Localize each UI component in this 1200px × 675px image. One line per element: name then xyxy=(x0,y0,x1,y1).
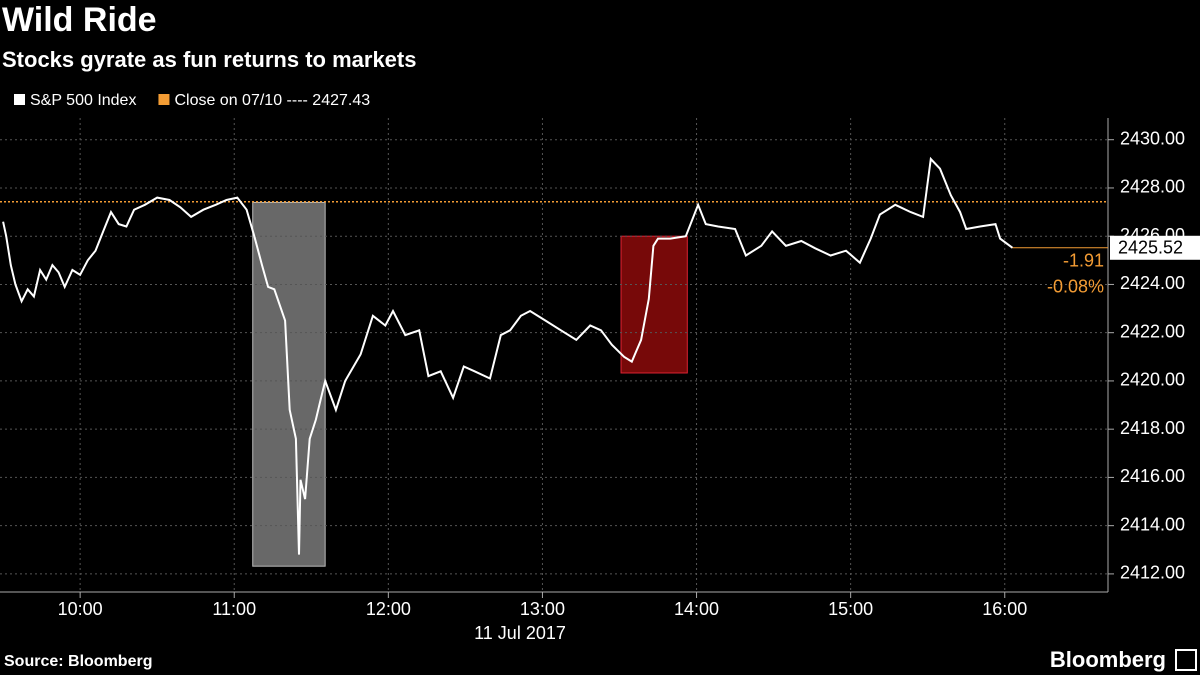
legend-swatch xyxy=(14,94,25,105)
chart-subtitle: Stocks gyrate as fun returns to markets xyxy=(2,47,416,72)
x-axis-label: 11 Jul 2017 xyxy=(474,623,566,643)
chart-title: Wild Ride xyxy=(2,1,157,39)
x-tick-label: 12:00 xyxy=(366,599,411,619)
legend-swatch xyxy=(158,94,170,105)
legend-label: Close on 07/10 ---- 2427.43 xyxy=(174,92,370,109)
last-value-box xyxy=(1110,235,1200,260)
y-tick-label: 2414.00 xyxy=(1120,514,1185,534)
y-tick-label: 2418.00 xyxy=(1120,418,1185,438)
change-label: -1.91 xyxy=(1063,251,1104,271)
y-tick-label: 2430.00 xyxy=(1120,128,1185,148)
x-tick-label: 14:00 xyxy=(674,599,719,619)
y-tick-label: 2420.00 xyxy=(1120,370,1185,390)
brand-icon xyxy=(1175,649,1197,671)
x-tick-label: 15:00 xyxy=(828,599,873,619)
price-line xyxy=(2,156,1014,555)
y-tick-label: 2416.00 xyxy=(1120,466,1185,486)
y-tick-label: 2428.00 xyxy=(1120,177,1185,197)
x-tick-label: 10:00 xyxy=(58,599,103,619)
y-tick-label: 2412.00 xyxy=(1120,563,1185,583)
x-tick-label: 13:00 xyxy=(520,599,565,619)
last-value-label: 2425.52 xyxy=(1118,238,1183,258)
y-tick-label: 2424.00 xyxy=(1120,273,1185,293)
brand: Bloomberg xyxy=(1050,647,1166,672)
source: Source: Bloomberg xyxy=(4,653,152,670)
highlight-region xyxy=(620,235,688,374)
y-tick-label: 2422.00 xyxy=(1120,321,1185,341)
x-tick-label: 11:00 xyxy=(212,599,256,619)
x-tick-label: 16:00 xyxy=(982,599,1027,619)
change-label: -0.08% xyxy=(1047,277,1104,297)
legend-label: S&P 500 Index xyxy=(30,92,136,109)
